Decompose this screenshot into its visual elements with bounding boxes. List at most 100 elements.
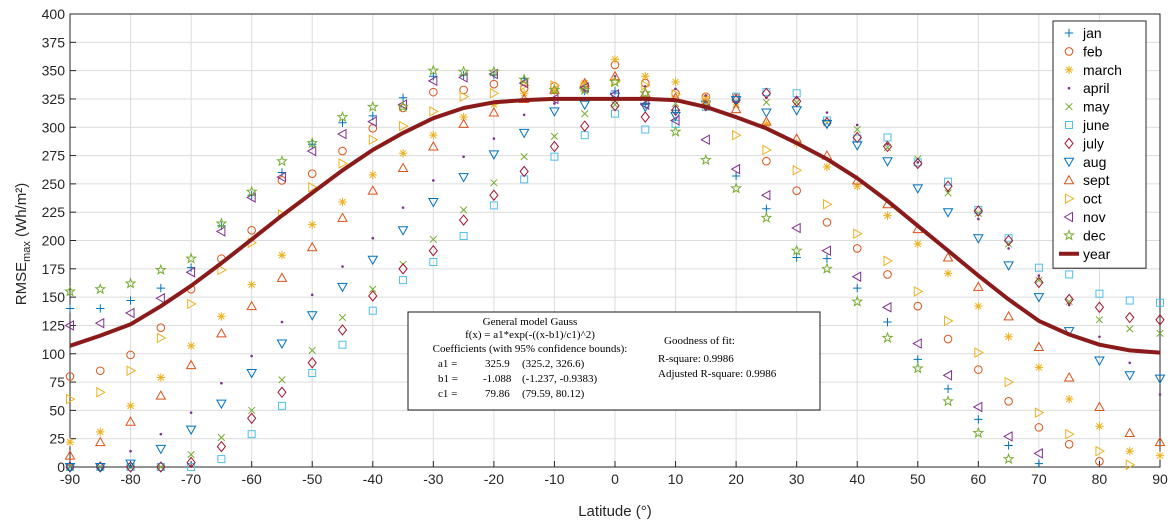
point-aug <box>246 369 258 379</box>
legend-item-july: july <box>1064 135 1104 151</box>
point-march <box>489 100 499 109</box>
legend-item-year: year <box>1059 246 1111 262</box>
legend-label: nov <box>1083 209 1106 225</box>
point-july <box>398 263 408 275</box>
point-nov <box>155 292 165 304</box>
point-feb <box>126 350 135 360</box>
point-oct <box>459 91 470 103</box>
legend-item-oct: oct <box>1065 191 1102 207</box>
point-aug <box>185 425 197 436</box>
point-aug <box>791 106 803 116</box>
point-sept <box>125 416 136 426</box>
point-march <box>1064 394 1074 404</box>
point-may <box>369 285 377 293</box>
point-sept <box>367 185 379 195</box>
point-july <box>125 461 136 473</box>
point-july <box>882 140 893 153</box>
point-oct <box>399 120 409 132</box>
point-may <box>1035 276 1043 284</box>
point-aug <box>821 119 833 130</box>
point-nov <box>1003 431 1013 442</box>
point-dec <box>699 153 712 166</box>
point-aug <box>276 339 288 350</box>
point-march <box>247 280 256 289</box>
point-nov <box>912 338 922 349</box>
point-june <box>429 258 438 267</box>
y-tick-label: 50 <box>49 402 65 418</box>
x-tick-label: -50 <box>302 471 322 487</box>
point-july <box>852 131 862 144</box>
point-jan <box>974 415 983 424</box>
legend-item-april: april <box>1067 80 1109 96</box>
point-march <box>1095 422 1104 431</box>
legend-swatch <box>1063 211 1073 223</box>
point-dec <box>366 100 379 112</box>
point-feb <box>883 270 892 279</box>
legend-label: aug <box>1083 154 1106 170</box>
gof-rsquare: R-square: 0.9986 <box>658 353 734 365</box>
point-july <box>428 244 438 257</box>
point-july <box>519 165 529 178</box>
point-dec <box>427 64 440 76</box>
point-july <box>640 111 650 123</box>
legend-label: feb <box>1083 43 1103 59</box>
x-axis-label: Latitude (°) <box>578 503 652 520</box>
legend-label: jan <box>1082 25 1102 41</box>
point-june <box>550 152 559 161</box>
legend-swatch <box>1067 86 1071 90</box>
point-march <box>459 112 468 122</box>
point-july <box>1003 234 1014 247</box>
legend-swatch <box>1064 65 1074 74</box>
point-july <box>277 386 287 399</box>
point-june <box>489 201 498 210</box>
point-may <box>793 98 801 106</box>
point-sept <box>306 241 318 252</box>
point-aug <box>518 128 530 139</box>
point-july <box>1125 311 1135 324</box>
gof-title: Goodness of fit: <box>664 335 735 347</box>
point-dec <box>94 282 107 295</box>
point-oct <box>489 87 500 99</box>
point-sept <box>1124 427 1136 438</box>
point-dec <box>336 110 349 123</box>
point-aug <box>942 208 954 218</box>
point-sept <box>246 300 258 311</box>
point-april <box>401 206 405 209</box>
point-feb <box>1095 457 1104 466</box>
point-aug <box>761 108 772 119</box>
point-oct <box>762 144 772 156</box>
point-april <box>432 179 435 182</box>
point-feb <box>307 169 317 178</box>
legend-label: year <box>1083 246 1111 262</box>
point-aug <box>579 100 591 111</box>
point-nov <box>215 226 226 237</box>
coef-bounds-a1: (325.2, 326.6) <box>522 358 585 370</box>
point-july <box>943 180 953 192</box>
point-april <box>1007 247 1010 250</box>
point-feb <box>156 323 166 333</box>
point-sept <box>942 251 954 262</box>
point-nov <box>518 77 529 89</box>
point-oct <box>96 386 106 398</box>
coef-name-b1: b1 = <box>438 373 458 385</box>
point-july <box>458 214 469 226</box>
point-july <box>489 189 499 202</box>
point-june <box>1125 296 1134 305</box>
point-dec <box>730 182 743 194</box>
x-tick-label: -60 <box>242 471 262 487</box>
series-sept <box>64 70 1166 460</box>
y-tick-label: 0 <box>57 459 65 475</box>
point-march <box>822 162 832 172</box>
point-april <box>220 381 223 385</box>
y-tick-label: 75 <box>49 374 65 390</box>
point-aug <box>549 107 560 117</box>
point-feb <box>822 218 832 227</box>
point-dec <box>881 331 894 343</box>
coef-value-c1: 79.86 <box>485 388 510 400</box>
point-march <box>186 341 196 351</box>
x-tick-label: -80 <box>120 471 140 487</box>
point-jan <box>913 355 922 364</box>
point-dec <box>245 185 258 197</box>
point-june <box>580 131 589 140</box>
x-tick-label: -70 <box>181 471 201 487</box>
